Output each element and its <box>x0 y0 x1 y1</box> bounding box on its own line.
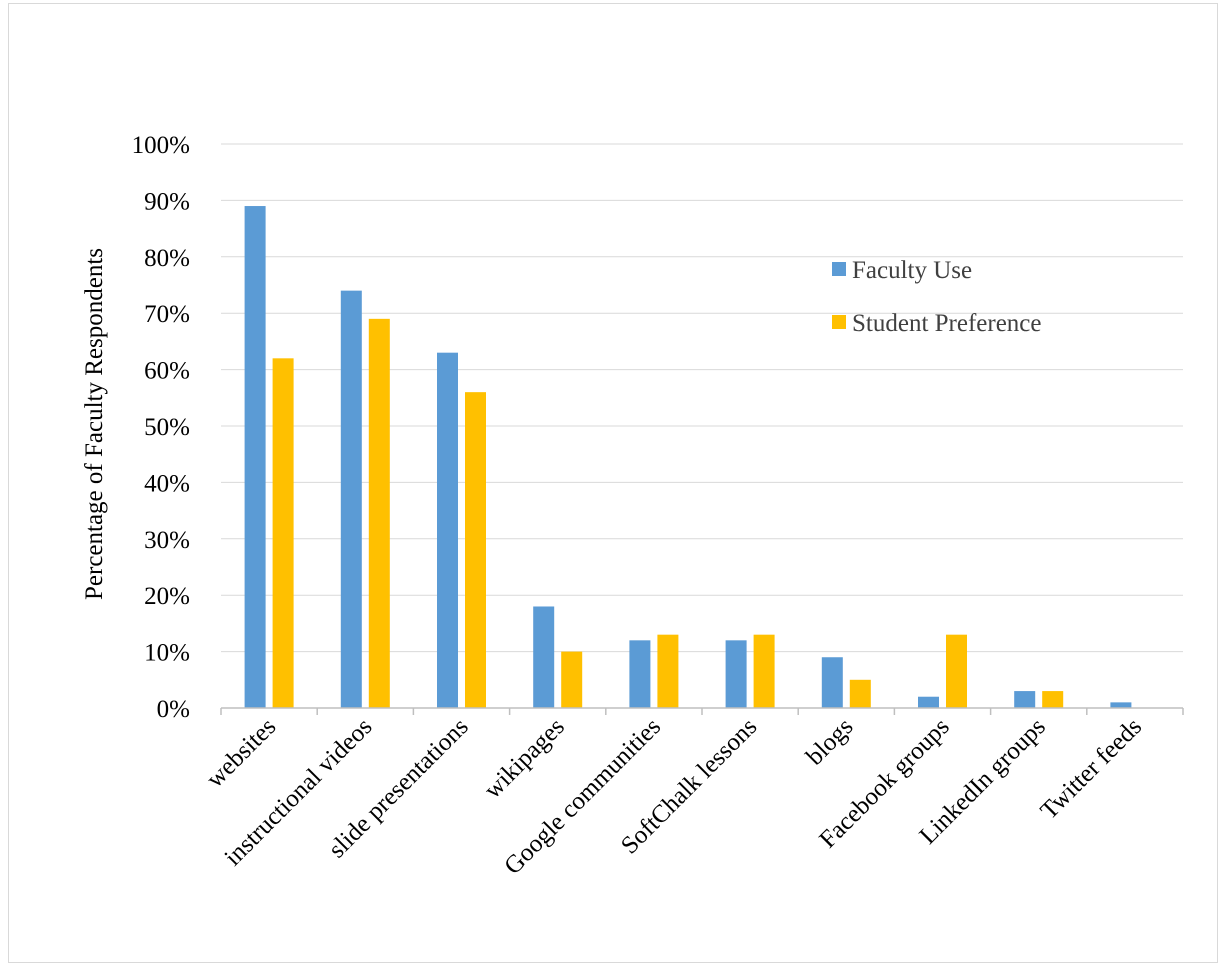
y-tick-label: 70% <box>144 301 190 328</box>
x-tick-label: wikipages <box>479 713 570 804</box>
x-tick-label: websites <box>201 713 281 793</box>
bar-faculty-use <box>340 290 362 708</box>
bar-faculty-use <box>244 206 266 709</box>
x-axis <box>220 707 1184 715</box>
bar-student-preference <box>465 392 486 708</box>
bar-faculty-use <box>1014 691 1036 708</box>
bars <box>244 206 1132 709</box>
bar-faculty-use <box>725 640 747 708</box>
y-tick-label: 20% <box>144 583 190 610</box>
y-tick-label: 100% <box>132 132 190 159</box>
bar-student-preference <box>1042 691 1064 708</box>
chart-frame <box>8 3 1218 963</box>
bar-student-preference <box>657 634 679 708</box>
y-tick-label: 10% <box>144 640 190 667</box>
bar-faculty-use <box>629 640 651 708</box>
y-tick-label: 80% <box>144 245 190 272</box>
bar-student-preference <box>368 318 390 708</box>
legend: Faculty Use Student Preference <box>832 257 1042 337</box>
bar-faculty-use <box>821 657 843 708</box>
legend-swatch-student-preference <box>832 315 846 329</box>
bar-faculty-use <box>918 696 939 708</box>
y-tick-label: 0% <box>157 696 190 723</box>
y-axis-label: Percentage of Faculty Respondents <box>81 248 108 600</box>
y-tick-label: 90% <box>144 188 190 215</box>
bar-student-preference <box>561 651 583 708</box>
legend-label-student-preference: Student Preference <box>852 310 1042 337</box>
bar-student-preference <box>849 679 871 708</box>
y-tick-label: 40% <box>144 470 190 497</box>
bar-faculty-use <box>1110 702 1132 708</box>
bar-faculty-use <box>533 606 555 708</box>
x-tick-label: Google communities <box>499 713 666 880</box>
legend-label-faculty-use: Faculty Use <box>852 257 972 284</box>
bar-student-preference <box>272 358 294 708</box>
x-tick-label: blogs <box>801 713 858 770</box>
y-tick-label: 50% <box>144 414 190 441</box>
bar-faculty-use <box>437 352 458 708</box>
y-tick-labels: 0% 10% 20% 30% 40% 50% 60% 70% 80% 90% 100% <box>132 132 190 723</box>
bar-student-preference <box>753 634 775 708</box>
gridlines <box>221 143 1183 653</box>
x-tick-label: Twitter feeds <box>1036 713 1148 825</box>
y-tick-label: 30% <box>144 527 190 554</box>
bar-student-preference <box>946 634 967 708</box>
legend-swatch-faculty-use <box>832 262 846 276</box>
y-tick-label: 60% <box>144 358 190 385</box>
